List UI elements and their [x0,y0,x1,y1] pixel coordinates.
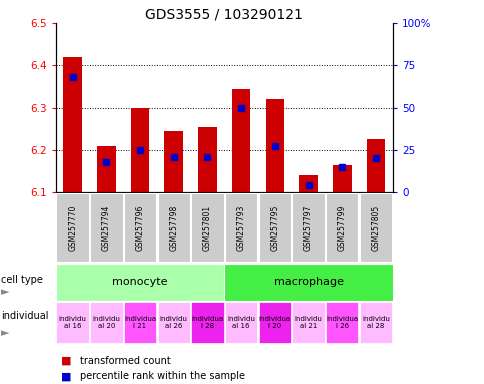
Text: GSM257805: GSM257805 [371,204,380,251]
Text: GSM257794: GSM257794 [102,204,111,251]
Text: monocyte: monocyte [112,277,167,287]
Text: individua
l 26: individua l 26 [326,316,358,329]
Title: GDS3555 / 103290121: GDS3555 / 103290121 [145,8,302,22]
Text: ►: ► [1,287,10,297]
Bar [225,193,257,262]
Text: cell type: cell type [1,275,43,285]
Text: GSM257798: GSM257798 [169,204,178,251]
Bar [157,193,190,262]
Text: GSM257799: GSM257799 [337,204,346,251]
Bar [90,302,122,343]
Text: GSM257796: GSM257796 [135,204,144,251]
Text: individual: individual [1,311,48,321]
Bar [292,302,324,343]
Bar [63,57,82,192]
Text: individua
l 20: individua l 20 [258,316,290,329]
Text: GSM257797: GSM257797 [303,204,313,251]
Text: GSM257793: GSM257793 [236,204,245,251]
Bar [131,108,149,192]
Bar [56,302,89,343]
Bar [224,264,392,301]
Bar [292,193,324,262]
Bar [198,126,216,192]
Bar [56,193,89,262]
Text: transformed count: transformed count [80,356,170,366]
Bar [164,131,182,192]
Text: individua
l 28: individua l 28 [191,316,223,329]
Bar [258,302,290,343]
Bar [225,302,257,343]
Bar [123,302,156,343]
Bar [325,302,358,343]
Bar [299,175,317,192]
Text: ■: ■ [60,371,71,381]
Text: GSM257801: GSM257801 [202,204,212,251]
Bar [56,264,224,301]
Bar [123,193,156,262]
Text: individu
al 21: individu al 21 [294,316,322,329]
Text: individua
l 21: individua l 21 [124,316,156,329]
Text: individu
al 26: individu al 26 [160,316,187,329]
Bar [258,193,290,262]
Bar [265,99,284,192]
Bar [359,302,392,343]
Text: macrophage: macrophage [273,277,343,287]
Bar [97,146,115,192]
Text: individu
al 28: individu al 28 [362,316,389,329]
Text: percentile rank within the sample: percentile rank within the sample [80,371,244,381]
Text: GSM257795: GSM257795 [270,204,279,251]
Bar [90,193,122,262]
Bar [191,193,223,262]
Bar [366,139,384,192]
Text: individu
al 16: individu al 16 [59,316,86,329]
Bar [333,164,351,192]
Bar [231,89,250,192]
Text: individu
al 20: individu al 20 [92,316,120,329]
Text: ■: ■ [60,356,71,366]
Text: GSM257770: GSM257770 [68,204,77,251]
Bar [359,193,392,262]
Text: ►: ► [1,328,10,338]
Bar [325,193,358,262]
Text: individu
al 16: individu al 16 [227,316,255,329]
Bar [191,302,223,343]
Bar [157,302,190,343]
